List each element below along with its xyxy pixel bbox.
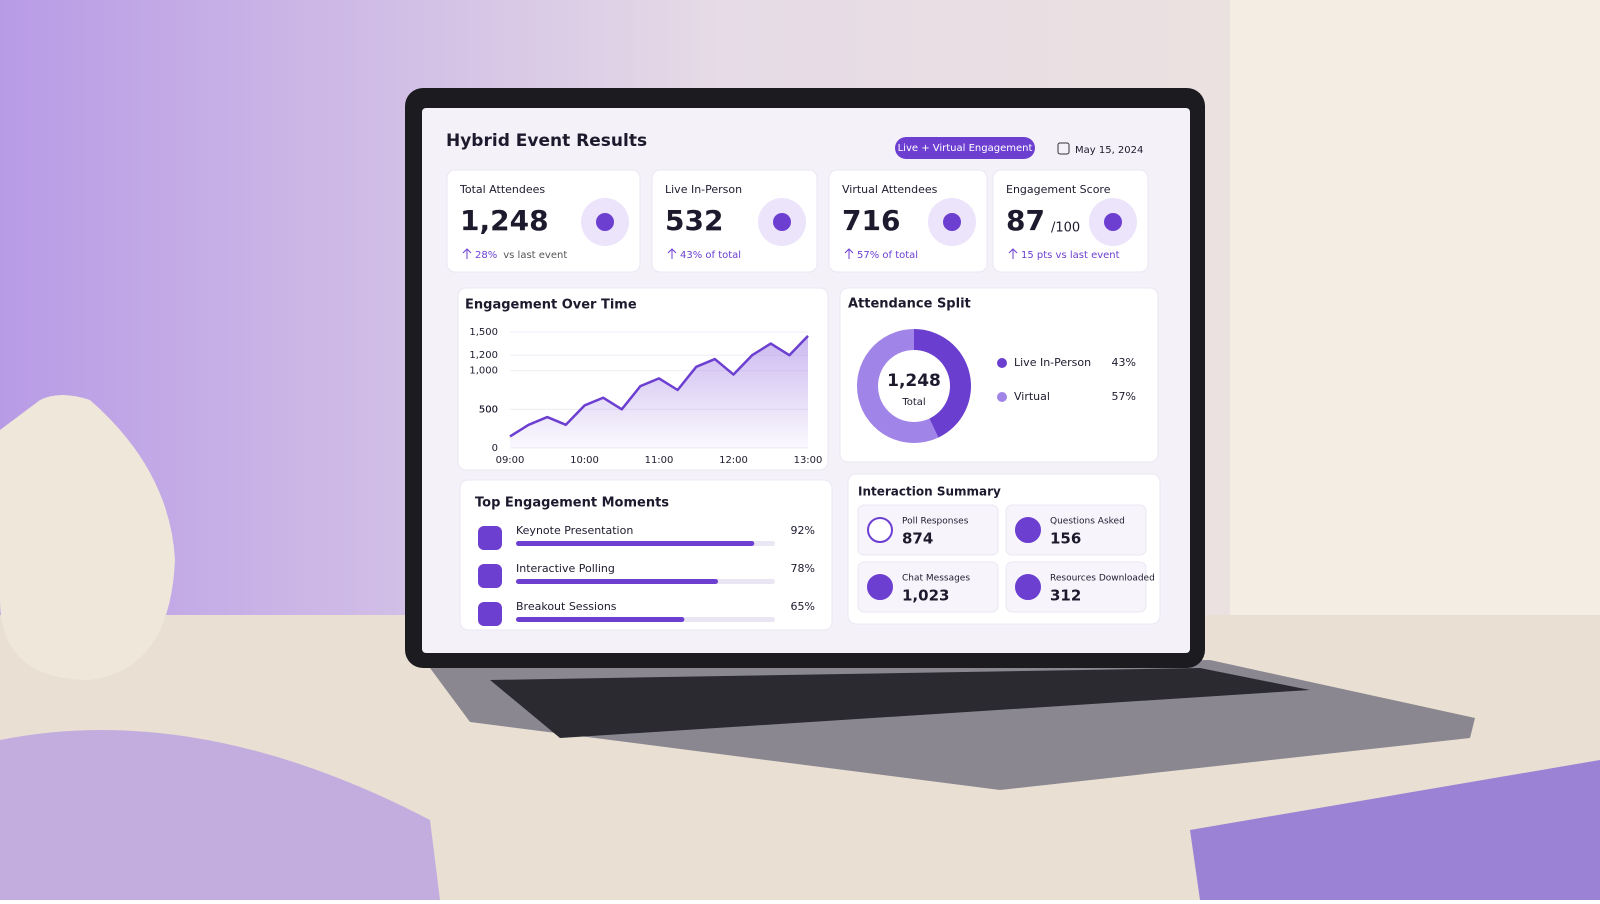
stat-value: 874 [902,530,933,548]
section-title: Interaction Summary [858,485,1001,499]
notebook [1190,760,1600,900]
legend-label: Virtual [1014,390,1050,403]
legend-label: Live In-Person [1014,356,1091,369]
moment-icon [478,526,502,550]
moment-name: Breakout Sessions [516,600,617,613]
kpi-arrow-text: 43% of total [680,250,741,261]
stat-icon [867,574,893,600]
section-title: Top Engagement Moments [475,496,669,511]
stat-label: Resources Downloaded [1050,574,1155,584]
date: May 15, 2024 [1075,145,1143,156]
x-tick-label: 12:00 [719,455,748,466]
kpi-arrow-text: 28% [475,250,497,261]
bar [516,541,755,546]
stat-label: Chat Messages [902,574,970,584]
calendar-icon [1057,142,1070,155]
badge-text: Live + Virtual Engagement [898,143,1033,154]
kpi-value: 87 [1006,204,1045,237]
kpi-label: Virtual Attendees [842,183,938,196]
y-tick-label: 1,200 [469,350,498,361]
trend-arrow [1008,248,1018,259]
panel [651,169,818,273]
panel [459,479,833,631]
stat-icon [867,517,893,543]
legend-dot [997,358,1007,368]
kpi-value: 532 [665,204,723,237]
moment-icon [478,564,502,588]
panel [828,169,988,273]
stat-card [1005,504,1147,556]
stat-icon [1015,517,1041,543]
y-tick-label: 0 [492,443,498,454]
kpi-arrow-text: 57% of total [857,250,918,261]
stat-card [857,561,999,613]
bar [516,617,685,622]
trend-arrow [667,248,677,259]
area [510,335,808,448]
chart-title: Attendance Split [848,297,971,312]
pie-slice [914,329,972,438]
curtain [1230,0,1600,620]
stat-value: 312 [1050,587,1081,605]
stat-card [857,504,999,556]
panel [446,169,641,273]
bar [516,579,719,584]
x-tick-label: 13:00 [794,455,823,466]
moment-value: 78% [791,562,815,575]
y-tick-label: 500 [479,404,498,415]
x-tick-label: 10:00 [570,455,599,466]
moment-name: Interactive Polling [516,562,615,575]
legend-value: 43% [1112,356,1136,369]
stat-value: 156 [1050,530,1081,548]
moment-name: Keynote Presentation [516,524,633,537]
moment-value: 65% [791,600,815,613]
keyboard [490,668,1310,738]
badge [895,137,1035,159]
moment-value: 92% [791,524,815,537]
y-tick-label: 500 [479,404,498,415]
kpi-icon-glyph [943,213,961,231]
kpi-note: vs last event [503,250,567,261]
pie-slice [857,329,939,443]
trend-arrow [844,248,854,259]
legend-value: 57% [1112,390,1136,403]
legend-dot [997,392,1007,402]
line [509,334,809,438]
donut-center-value: 1,248 [887,371,941,391]
y-tick-label: 1,000 [469,366,498,377]
x-tick-label: 09:00 [496,455,525,466]
stat-icon [1015,574,1041,600]
stat-label: Questions Asked [1050,517,1125,527]
kpi-value: 1,248 [460,204,549,237]
y-tick-label: 1,500 [469,327,498,338]
kpi-label: Total Attendees [459,183,545,196]
kpi-label: Engagement Score [1006,183,1111,196]
stat-card [1005,561,1147,613]
x-tick-label: 11:00 [645,455,674,466]
vase [0,395,175,680]
page-title: Hybrid Event Results [446,131,647,151]
trend-arrow [462,248,472,259]
donut-center-label: Total [901,397,925,408]
panel [992,169,1149,273]
stat-label: Poll Responses [902,517,969,527]
kpi-unit: /100 [1051,221,1080,236]
cloth [0,730,440,900]
kpi-icon-glyph [596,213,614,231]
kpi-arrow-text: 15 pts vs last event [1021,250,1120,261]
moment-icon [478,602,502,626]
chart-title: Engagement Over Time [465,298,637,313]
stat-value: 1,023 [902,587,949,605]
kpi-icon-glyph [1104,213,1122,231]
kpi-value: 716 [842,204,900,237]
kpi-icon-glyph [773,213,791,231]
kpi-label: Live In-Person [665,183,742,196]
